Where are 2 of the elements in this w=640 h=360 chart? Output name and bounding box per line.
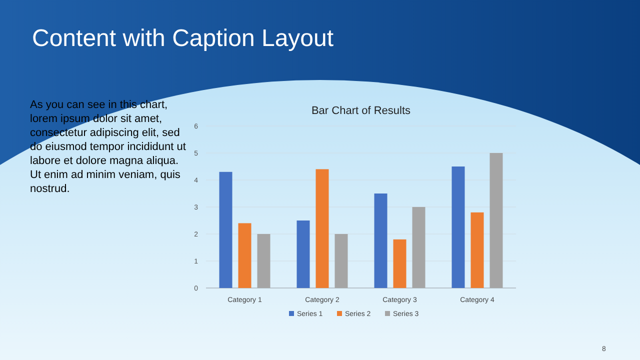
text: Content with Caption Layout	[32, 25, 334, 52]
chart-title: Bar Chart of Results	[311, 105, 412, 117]
